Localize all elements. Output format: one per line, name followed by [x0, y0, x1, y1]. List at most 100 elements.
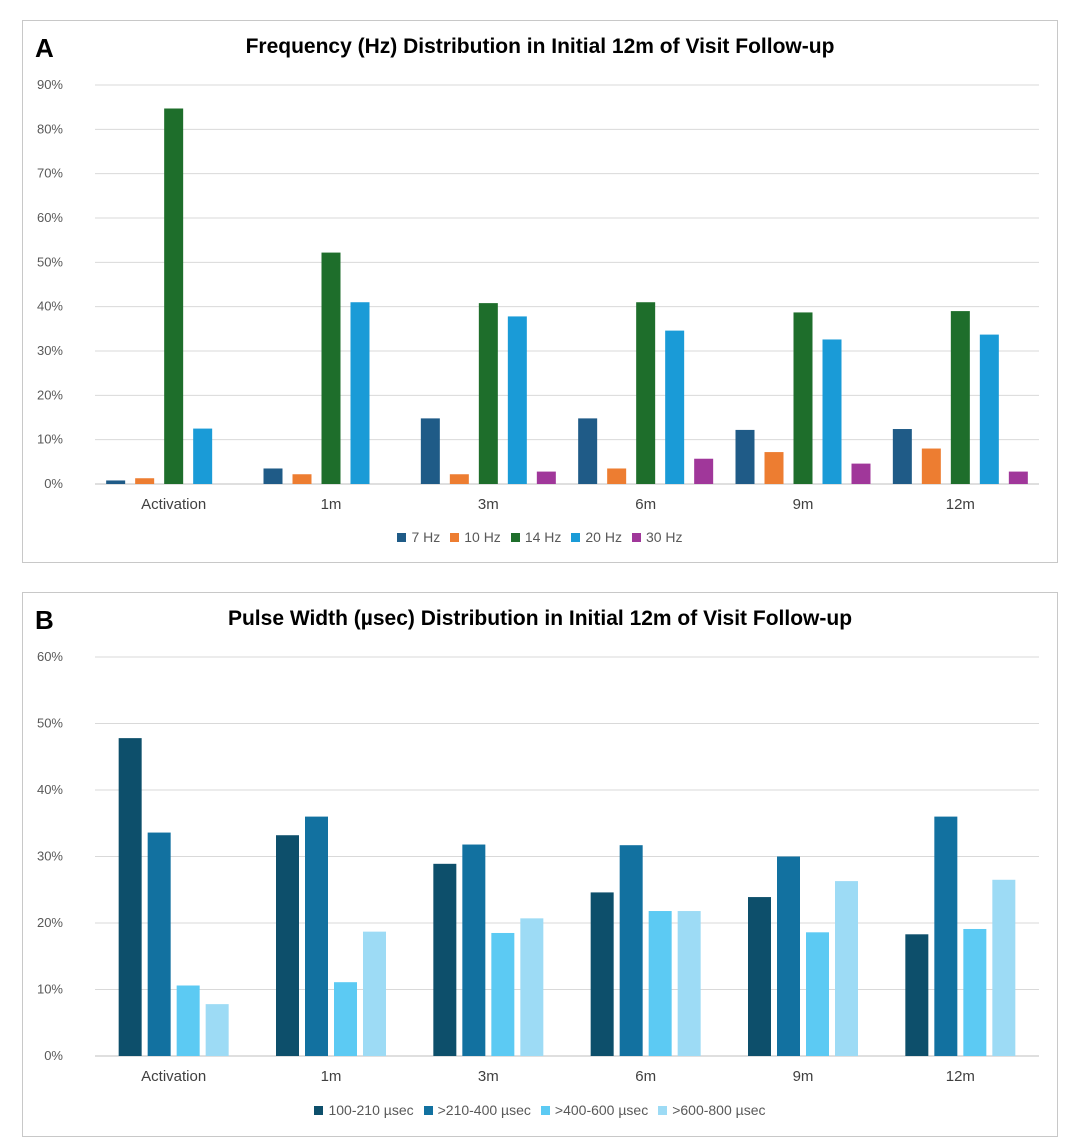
bar — [665, 330, 685, 484]
x-tick-label: 3m — [478, 1068, 499, 1085]
y-tick-label: 20% — [37, 387, 63, 402]
legend-item: 14 Hz — [510, 529, 562, 545]
bar — [636, 302, 656, 484]
legend-swatch — [423, 1105, 433, 1115]
bar — [648, 911, 672, 1056]
bar — [619, 845, 643, 1056]
bar — [147, 832, 171, 1056]
bar — [106, 480, 126, 484]
bar — [777, 856, 800, 1056]
bar — [590, 892, 614, 1056]
y-tick-label: 50% — [37, 716, 63, 731]
pulse-width-chart-panel: B Pulse Width (µsec) Distribution in Ini… — [22, 592, 1058, 1137]
y-tick-label: 30% — [37, 849, 63, 864]
x-tick-label: 9m — [793, 1068, 814, 1085]
x-tick-label: 12m — [946, 1068, 975, 1085]
legend-label: 14 Hz — [524, 529, 562, 545]
bar — [905, 934, 929, 1056]
legend-swatch — [397, 532, 407, 542]
panel-label: B — [35, 605, 54, 635]
y-tick-label: 0% — [44, 1048, 63, 1063]
bar — [164, 108, 184, 484]
bar — [694, 458, 714, 484]
legend-swatch — [571, 532, 581, 542]
y-tick-label: 60% — [37, 210, 63, 225]
bar — [478, 303, 498, 484]
x-tick-label: 12m — [946, 496, 975, 513]
y-tick-label: 10% — [37, 432, 63, 447]
bar — [921, 448, 941, 484]
legend-swatch — [631, 532, 641, 542]
legend-swatch — [540, 1105, 550, 1115]
bar — [507, 316, 527, 484]
legend-item: 20 Hz — [571, 529, 622, 545]
legend-item: >210-400 µsec — [423, 1102, 531, 1118]
x-tick-label: Activation — [141, 496, 206, 513]
bar — [677, 911, 701, 1056]
y-tick-label: 10% — [37, 982, 63, 997]
bar — [433, 863, 457, 1056]
y-tick-label: 30% — [37, 343, 63, 358]
bar — [1008, 471, 1028, 484]
bar — [305, 816, 328, 1056]
bar — [363, 931, 386, 1056]
bar — [963, 928, 987, 1056]
y-tick-label: 80% — [37, 121, 63, 136]
y-tick-label: 40% — [37, 299, 63, 314]
legend-swatch — [450, 532, 460, 542]
bar — [321, 252, 341, 484]
legend-label: >210-400 µsec — [437, 1102, 531, 1118]
bar — [536, 471, 556, 484]
frequency-chart-plot: 0% 10% 20% 30% 40% 50% 60% 70% 80% 90% Activation 1… — [37, 77, 1039, 513]
bar — [292, 474, 312, 484]
legend-label: 7 Hz — [411, 529, 441, 545]
y-tick-label: 60% — [37, 649, 63, 664]
legend-item: 10 Hz — [450, 529, 501, 545]
frequency-chart-legend: 7 Hz 10 Hz 14 Hz 20 Hz 30 Hz — [23, 529, 1057, 545]
y-tick-label: 40% — [37, 782, 63, 797]
x-tick-label: 3m — [478, 496, 499, 513]
legend-label: 100-210 µsec — [328, 1102, 414, 1118]
pulse-width-chart-plot: 0% 10% 20% 30% 40% 50% 60% Activation 1m 3m 6m 9m 12… — [37, 649, 1039, 1085]
bar — [491, 932, 515, 1056]
bar — [806, 932, 829, 1056]
bar — [578, 418, 598, 484]
x-tick-label: 9m — [793, 496, 814, 513]
bar — [176, 985, 200, 1056]
bar — [449, 474, 469, 484]
legend-item: 100-210 µsec — [314, 1102, 414, 1118]
legend-swatch — [314, 1105, 324, 1115]
bar — [193, 428, 213, 484]
chart-title: Pulse Width (µsec) Distribution in Initi… — [227, 607, 853, 630]
bar — [735, 429, 755, 484]
pulse-width-chart-legend: 100-210 µsec >210-400 µsec >400-600 µsec >6… — [23, 1102, 1057, 1118]
legend-item: >400-600 µsec — [540, 1102, 649, 1118]
bar — [822, 339, 842, 484]
y-tick-label: 50% — [37, 254, 63, 269]
y-tick-label: 0% — [44, 476, 63, 491]
bar — [118, 738, 142, 1056]
bar — [263, 468, 283, 484]
chart-title: Frequency (Hz) Distribution in Initial 1… — [245, 35, 835, 58]
panel-label: A — [35, 33, 54, 63]
legend-label: >400-600 µsec — [554, 1102, 649, 1118]
bar — [520, 918, 544, 1056]
legend-item: 7 Hz — [397, 529, 440, 545]
bar — [835, 881, 858, 1056]
x-tick-label: Activation — [141, 1068, 206, 1085]
y-tick-label: 20% — [37, 915, 63, 930]
legend-label: 10 Hz — [464, 529, 501, 545]
legend-label: 30 Hz — [645, 529, 683, 545]
legend-item: 30 Hz — [631, 529, 683, 545]
legend-swatch — [658, 1105, 668, 1115]
bar — [462, 844, 486, 1056]
bar — [607, 468, 627, 484]
bar — [892, 429, 912, 484]
bar — [764, 452, 784, 484]
legend-item: >600-800 µsec — [658, 1102, 766, 1118]
bar — [205, 1004, 229, 1056]
frequency-chart-panel: A Frequency (Hz) Distribution in Initial… — [22, 20, 1058, 563]
legend-label: 20 Hz — [585, 529, 622, 545]
x-tick-label: 1m — [321, 496, 342, 513]
bar — [979, 334, 999, 484]
